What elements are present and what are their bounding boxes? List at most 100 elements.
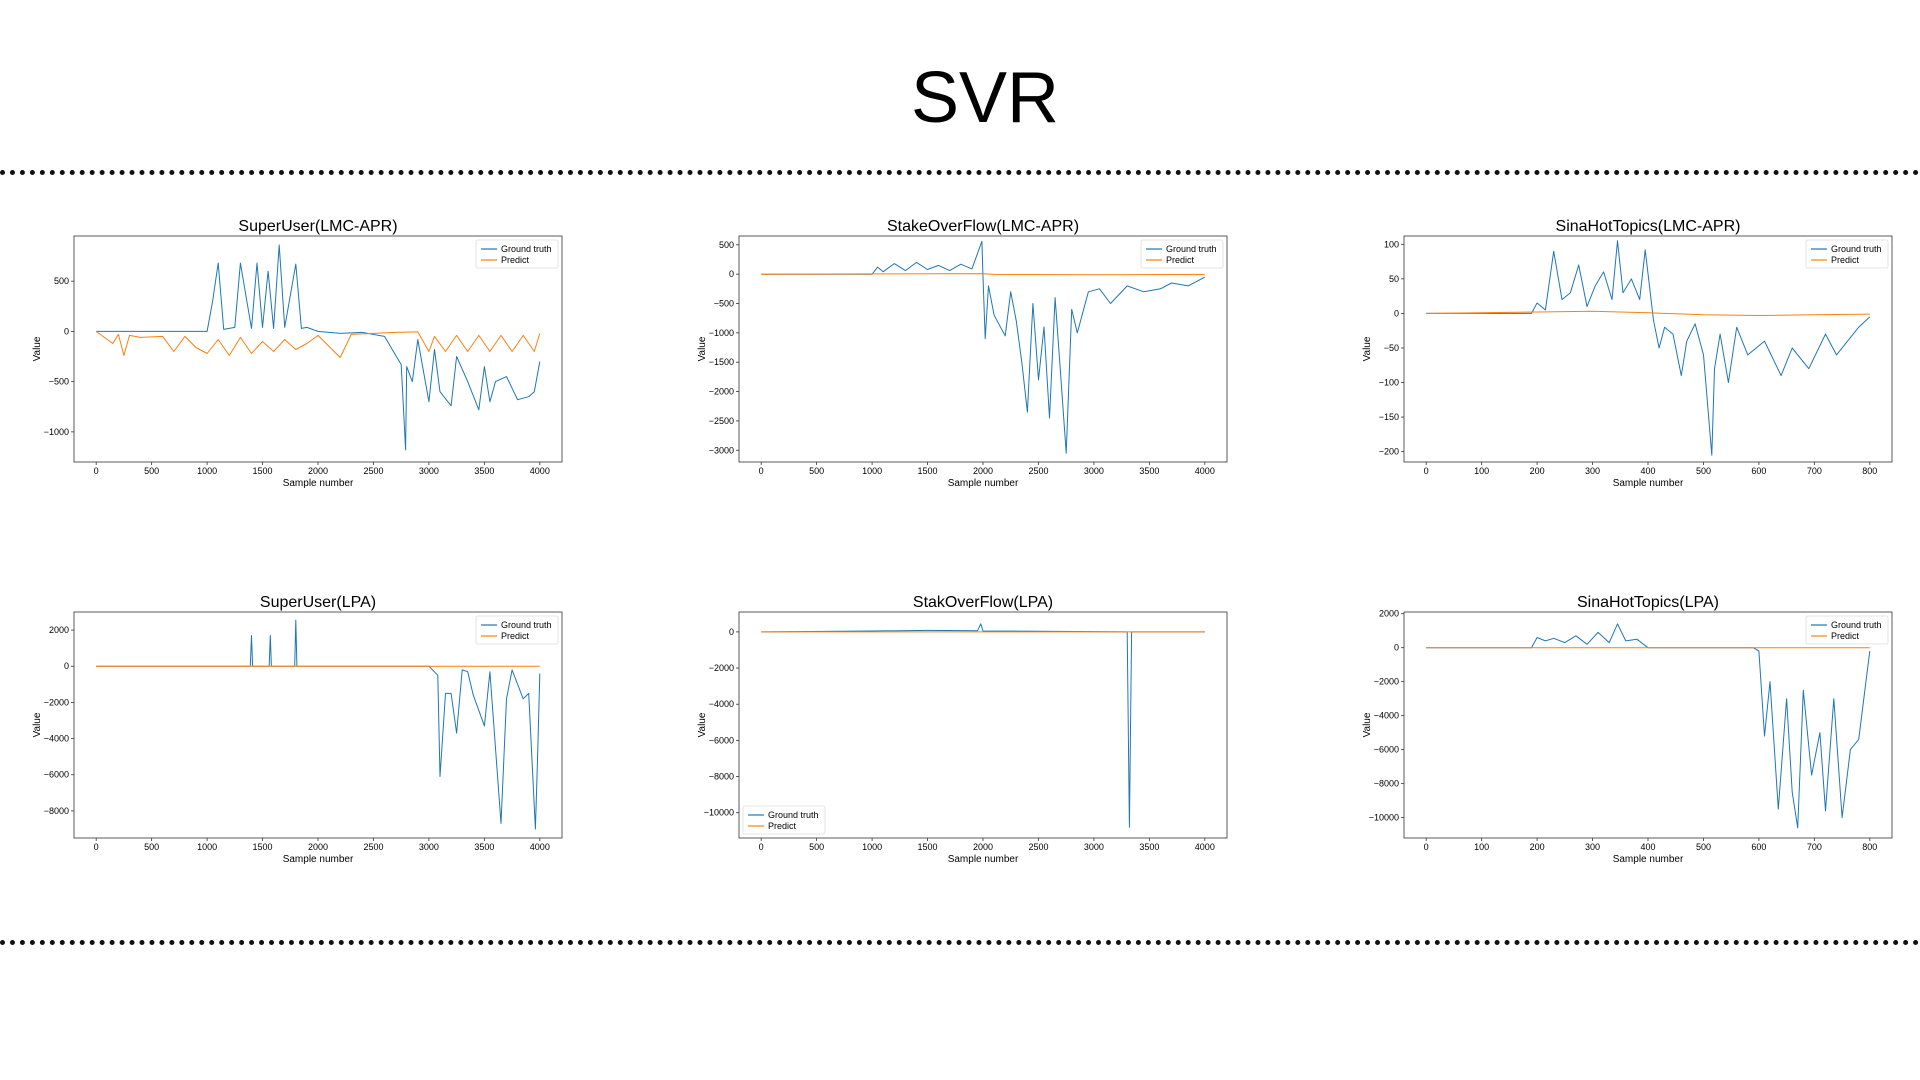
series-line-ground-truth	[1426, 240, 1871, 456]
y-tick-label: −8000	[1374, 779, 1399, 789]
legend-label-predict: Predict	[1166, 255, 1195, 265]
y-tick-label: −8000	[709, 772, 734, 782]
x-tick-label: 2500	[1028, 466, 1048, 476]
legend-label-predict: Predict	[1831, 255, 1860, 265]
series-line-ground-truth	[96, 619, 541, 830]
legend-label-ground-truth: Ground truth	[768, 810, 819, 820]
x-tick-label: 3500	[1139, 842, 1159, 852]
x-tick-label: 1000	[197, 842, 217, 852]
x-tick-label: 1000	[862, 842, 882, 852]
legend-box	[1805, 239, 1889, 269]
series-group	[761, 240, 1206, 454]
legend-label-predict: Predict	[501, 631, 530, 641]
y-tick-label: 0	[64, 661, 69, 671]
series-line-ground-truth	[761, 240, 1206, 454]
x-axis-label: Sample number	[283, 478, 354, 489]
series-line-predict	[95, 330, 541, 358]
x-tick-label: 1500	[253, 842, 273, 852]
y-tick-label: −3000	[709, 445, 734, 455]
chart-title: StakeOverFlow(LMC-APR)	[887, 218, 1079, 235]
top-divider	[0, 170, 1920, 175]
y-tick-label: 0	[729, 627, 734, 637]
x-tick-label: 1500	[918, 842, 938, 852]
y-tick-label: −6000	[1374, 745, 1399, 755]
plot-frame	[73, 611, 563, 839]
y-tick-label: 500	[719, 240, 734, 250]
x-tick-label: 3000	[1084, 842, 1104, 852]
legend-label-ground-truth: Ground truth	[1831, 620, 1882, 630]
x-tick-label: 800	[1862, 466, 1877, 476]
y-tick-label: −2000	[1374, 677, 1399, 687]
y-tick-label: −10000	[704, 808, 734, 818]
y-tick-label: −2500	[709, 416, 734, 426]
x-axis-label: Sample number	[948, 478, 1019, 489]
chart-sinahottopics-lpa: SinaHotTopics(LPA) 0 100 200 300 400 500 600 700…	[1360, 590, 1900, 870]
x-tick-label: 3000	[1084, 466, 1104, 476]
y-tick-label: 2000	[1379, 609, 1399, 619]
y-tick-label: −1000	[709, 328, 734, 338]
legend-label-predict: Predict	[1831, 631, 1860, 641]
y-axis-label: Value	[32, 712, 43, 737]
page-title: SVR	[910, 58, 1060, 138]
y-tick-label: 0	[1394, 308, 1399, 318]
series-group	[1426, 240, 1871, 456]
y-tick-label: −6000	[709, 735, 734, 745]
chart-svg: SinaHotTopics(LMC-APR)0 100 200 300 400 500 60…	[1362, 218, 1893, 489]
chart-svg: SuperUser(LMC-APR) 0 500 1000 1500 2000 2500 30…	[32, 218, 563, 489]
x-tick-label: 0	[1424, 466, 1429, 476]
series-group	[1426, 623, 1871, 829]
y-tick-label: 50	[1389, 274, 1399, 284]
x-tick-label: 700	[1807, 842, 1822, 852]
x-tick-label: 200	[1530, 842, 1545, 852]
x-tick-label: 700	[1807, 466, 1822, 476]
y-tick-label: −2000	[709, 387, 734, 397]
chart-stakeoverflow-lmc-apr: StakeOverFlow(LMC-APR) 0 500 1000 1500 2000 25…	[695, 214, 1235, 494]
y-tick-label: 0	[64, 326, 69, 336]
y-tick-label: −50	[1384, 343, 1399, 353]
chart-svg: StakOverFlow(LPA) 0 500 1000 1500 2000 2500 300…	[697, 594, 1228, 865]
x-tick-label: 600	[1751, 466, 1766, 476]
chart-superuser-lmc-apr: SuperUser(LMC-APR) 0 500 1000 1500 2000 2500 30…	[30, 214, 570, 494]
y-axis-label: Value	[697, 336, 708, 361]
legend-label-predict: Predict	[768, 821, 797, 831]
y-tick-label: 0	[729, 269, 734, 279]
y-tick-label: −6000	[44, 770, 69, 780]
series-line-ground-truth	[96, 244, 541, 451]
x-tick-label: 3500	[474, 466, 494, 476]
chart-title: StakOverFlow(LPA)	[913, 594, 1053, 611]
x-axis-label: Sample number	[1613, 854, 1684, 865]
x-tick-label: 100	[1474, 842, 1489, 852]
series-line-predict	[761, 273, 1205, 276]
x-tick-label: 2500	[363, 842, 383, 852]
y-tick-label: −4000	[1374, 711, 1399, 721]
x-tick-label: 2000	[973, 466, 993, 476]
chart-svg: SinaHotTopics(LPA) 0 100 200 300 400 500 600 700…	[1362, 594, 1893, 865]
x-tick-label: 3000	[419, 842, 439, 852]
x-tick-label: 0	[759, 466, 764, 476]
y-tick-label: −4000	[44, 734, 69, 744]
x-tick-label: 100	[1474, 466, 1489, 476]
y-tick-label: −500	[714, 299, 734, 309]
x-tick-label: 0	[759, 842, 764, 852]
plot-frame	[1403, 611, 1893, 839]
series-group	[96, 619, 541, 830]
x-tick-label: 2000	[308, 842, 328, 852]
chart-sinahottopics-lmc-apr: SinaHotTopics(LMC-APR) 0 100 200 300 400 500 60…	[1360, 214, 1900, 494]
x-tick-label: 600	[1751, 842, 1766, 852]
x-tick-label: 1000	[197, 466, 217, 476]
y-tick-label: 500	[54, 276, 69, 286]
x-tick-label: 800	[1862, 842, 1877, 852]
chart-title: SuperUser(LPA)	[260, 594, 376, 611]
x-tick-label: 2500	[1028, 842, 1048, 852]
chart-title: SuperUser(LMC-APR)	[238, 218, 397, 235]
x-tick-label: 500	[809, 842, 824, 852]
x-tick-label: 0	[1424, 842, 1429, 852]
series-group	[761, 623, 1205, 828]
y-tick-label: 0	[1394, 643, 1399, 653]
y-tick-label: −1500	[709, 357, 734, 367]
y-tick-label: −4000	[709, 699, 734, 709]
